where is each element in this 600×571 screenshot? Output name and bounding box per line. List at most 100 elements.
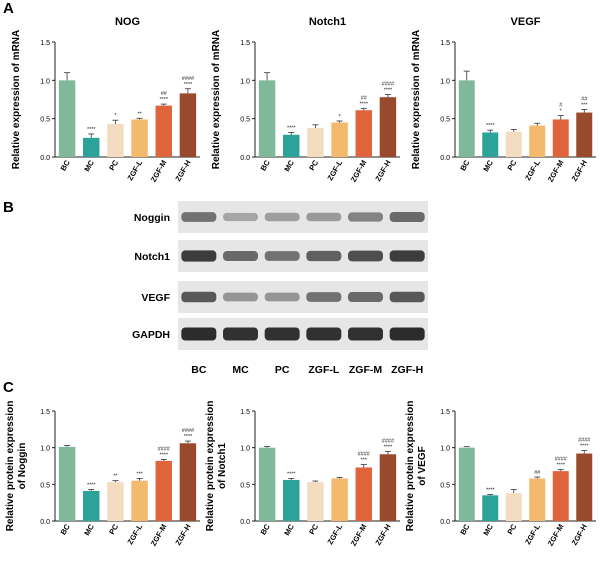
- blot-band: [264, 327, 300, 341]
- y-tick-label: 0.5: [440, 117, 450, 124]
- bar-zgf-l: [331, 122, 348, 157]
- x-tick-label: MC: [82, 158, 96, 173]
- blot-protein-label: GAPDH: [132, 329, 170, 341]
- blot-band: [348, 327, 383, 341]
- x-tick-label: PC: [107, 158, 120, 172]
- significance-label: ####: [182, 76, 195, 82]
- bar-mc: [83, 137, 100, 157]
- significance-label: *: [114, 113, 117, 119]
- bar-zgf-m: [552, 471, 569, 521]
- blot-lane-label: ZGF-M: [349, 364, 382, 376]
- significance-label: ***: [581, 102, 588, 108]
- bar-zgf-l: [131, 119, 148, 157]
- x-tick-label: ZGF-H: [173, 523, 192, 547]
- significance-label: *: [560, 109, 563, 115]
- x-tick-label: BC: [458, 158, 472, 172]
- y-tick-label: 1.5: [40, 40, 50, 47]
- blot-band: [348, 292, 383, 302]
- chart-notch1-mrna: Notch1 Relative expression of mRNA 0.0 0.5 1…: [211, 16, 400, 184]
- bar-zgf-m: [155, 460, 172, 521]
- bar-bc: [458, 447, 475, 521]
- bar-pc: [505, 131, 522, 157]
- blot-band: [389, 250, 425, 262]
- bar-zgf-h: [179, 443, 197, 521]
- y-tick-label: 1.5: [440, 40, 450, 47]
- significance-label: ****: [87, 127, 96, 133]
- bar-zgf-l: [131, 480, 148, 521]
- blot-band: [181, 291, 217, 303]
- x-tick-label: MC: [282, 522, 296, 537]
- blot-band: [223, 327, 258, 341]
- blot-lane-label: ZGF-L: [308, 364, 339, 376]
- significance-label: ****: [359, 101, 368, 107]
- bar-zgf-h: [379, 454, 397, 521]
- y-axis-label-line: of Notch1: [217, 443, 228, 490]
- blot-lane-label: PC: [275, 364, 290, 376]
- blot-band: [223, 212, 258, 222]
- bar-bc: [458, 80, 475, 157]
- bar-zgf-h: [576, 453, 593, 521]
- significance-label: **: [137, 111, 142, 117]
- chart-title: Notch1: [309, 16, 346, 28]
- y-tick-label: 1.0: [40, 78, 50, 85]
- y-tick-label: 0.0: [240, 155, 250, 162]
- bar-bc: [58, 446, 76, 521]
- chart-vegf-mrna: VEGF Relative expression of mRNA 0.0 0.5 1.0…: [411, 16, 596, 184]
- chart-nog-mrna: NOG Relative expression of mRNA 0.0 0.5 1.0 1…: [11, 16, 200, 184]
- x-tick-label: ZGF-M: [546, 523, 566, 548]
- x-tick-label: ZGF-L: [523, 158, 542, 182]
- blot-band: [389, 327, 425, 341]
- y-axis-label-line: Relative expression of mRNA: [11, 30, 22, 170]
- significance-label: ####: [578, 438, 591, 444]
- y-axis-label: Relative protein expressionof Notch1: [205, 401, 228, 532]
- x-tick-label: PC: [505, 522, 518, 536]
- blot-strip-gapdh: [178, 318, 428, 350]
- y-axis-label-line: Relative expression of mRNA: [411, 30, 422, 170]
- blot-band: [348, 250, 383, 262]
- x-tick-label: ZGF-L: [523, 522, 542, 546]
- bar-zgf-h: [379, 97, 397, 157]
- significance-label: ##: [534, 470, 541, 476]
- blot-strip-vegf: [178, 281, 428, 313]
- panel-label-b: B: [3, 199, 14, 216]
- significance-label: ####: [555, 457, 568, 463]
- blot-lane-label: BC: [191, 364, 207, 376]
- y-tick-label: 0.5: [40, 117, 50, 124]
- x-tick-label: BC: [59, 158, 73, 172]
- y-tick-label: 1.0: [240, 78, 250, 85]
- blot-strip-notch1: [178, 240, 428, 272]
- x-tick-label: PC: [307, 522, 320, 536]
- bar-zgf-h: [179, 93, 197, 157]
- significance-label: ****: [159, 452, 168, 458]
- bar-pc: [307, 127, 324, 157]
- blot-band: [181, 212, 217, 222]
- x-tick-label: PC: [505, 158, 518, 172]
- blot-band: [223, 251, 258, 261]
- significance-label: *: [339, 114, 342, 120]
- significance-label: ####: [358, 452, 371, 458]
- chart-title: NOG: [115, 16, 140, 28]
- y-axis-label-line: of VEGF: [417, 446, 428, 485]
- bar-mc: [482, 495, 499, 521]
- blot-band: [306, 250, 342, 262]
- y-tick-label: 0.5: [240, 117, 250, 124]
- y-axis-label: Relative expression of mRNA: [211, 30, 222, 170]
- bar-bc: [258, 80, 276, 157]
- x-tick-label: BC: [259, 522, 273, 536]
- bar-mc: [283, 134, 300, 157]
- y-tick-label: 1.0: [40, 446, 50, 453]
- significance-label: ****: [384, 88, 393, 94]
- significance-label: ****: [486, 488, 495, 494]
- y-tick-label: 0.0: [40, 519, 50, 526]
- bar-zgf-l: [331, 478, 348, 521]
- blot-lane-label: ZGF-H: [391, 364, 423, 376]
- x-tick-label: ZGF-H: [570, 159, 589, 183]
- x-tick-label: ZGF-L: [125, 522, 144, 546]
- bar-bc: [258, 447, 276, 521]
- significance-label: ****: [384, 444, 393, 450]
- x-tick-label: ZGF-H: [373, 159, 392, 183]
- blot-band: [306, 292, 342, 302]
- blot-band: [389, 291, 425, 303]
- significance-label: ****: [580, 444, 589, 450]
- x-tick-label: ZGF-H: [570, 523, 589, 547]
